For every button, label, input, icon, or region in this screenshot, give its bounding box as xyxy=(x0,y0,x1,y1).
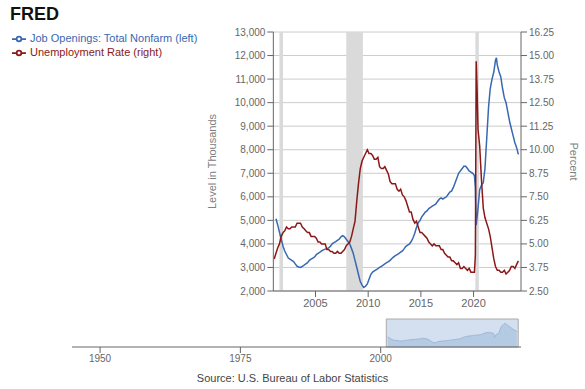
svg-text:15.00: 15.00 xyxy=(529,50,554,61)
svg-text:2020: 2020 xyxy=(461,297,485,309)
svg-text:1950: 1950 xyxy=(89,353,112,364)
svg-text:13,000: 13,000 xyxy=(235,28,266,38)
svg-text:10,000: 10,000 xyxy=(235,97,266,108)
html-text:Source: U.S. Bureau of Labor S: Source: U.S. Bureau of Labor Statistics xyxy=(196,372,389,384)
svg-text:12.50: 12.50 xyxy=(529,97,554,108)
svg-text:7,000: 7,000 xyxy=(240,168,265,179)
svg-text:4,000: 4,000 xyxy=(240,238,265,249)
svg-text:10.00: 10.00 xyxy=(529,144,554,155)
svg-text:8.75: 8.75 xyxy=(529,168,549,179)
html-text:Job Openings: Total Nonfarm (l: Job Openings: Total Nonfarm (left) xyxy=(30,32,198,44)
svg-text:9,000: 9,000 xyxy=(240,121,265,132)
svg-text:8,000: 8,000 xyxy=(240,144,265,155)
html-text:FRED: FRED xyxy=(10,4,59,24)
svg-text:12,000: 12,000 xyxy=(235,50,266,61)
svg-text:2,000: 2,000 xyxy=(240,286,265,297)
svg-text:6.25: 6.25 xyxy=(529,215,549,226)
svg-text:5.00: 5.00 xyxy=(529,238,549,249)
svg-text:3,000: 3,000 xyxy=(240,262,265,273)
svg-text:Level in Thousands: Level in Thousands xyxy=(206,113,218,209)
svg-text:7.50: 7.50 xyxy=(529,191,549,202)
svg-text:5,000: 5,000 xyxy=(240,215,265,226)
svg-text:2000: 2000 xyxy=(370,353,393,364)
svg-text:16.25: 16.25 xyxy=(529,28,554,38)
html-text:Unemployment Rate (right): Unemployment Rate (right) xyxy=(30,46,163,59)
svg-text:2010: 2010 xyxy=(356,297,380,309)
svg-text:11,000: 11,000 xyxy=(235,74,265,85)
svg-text:Percent: Percent xyxy=(568,143,577,181)
svg-text:2015: 2015 xyxy=(409,297,433,309)
svg-text:3.75: 3.75 xyxy=(529,262,549,273)
svg-text:2.50: 2.50 xyxy=(529,286,549,297)
svg-text:6,000: 6,000 xyxy=(240,191,265,202)
svg-text:11.25: 11.25 xyxy=(529,121,554,132)
svg-text:13.75: 13.75 xyxy=(529,74,554,85)
svg-text:2005: 2005 xyxy=(303,297,327,309)
svg-text:1975: 1975 xyxy=(229,353,252,364)
